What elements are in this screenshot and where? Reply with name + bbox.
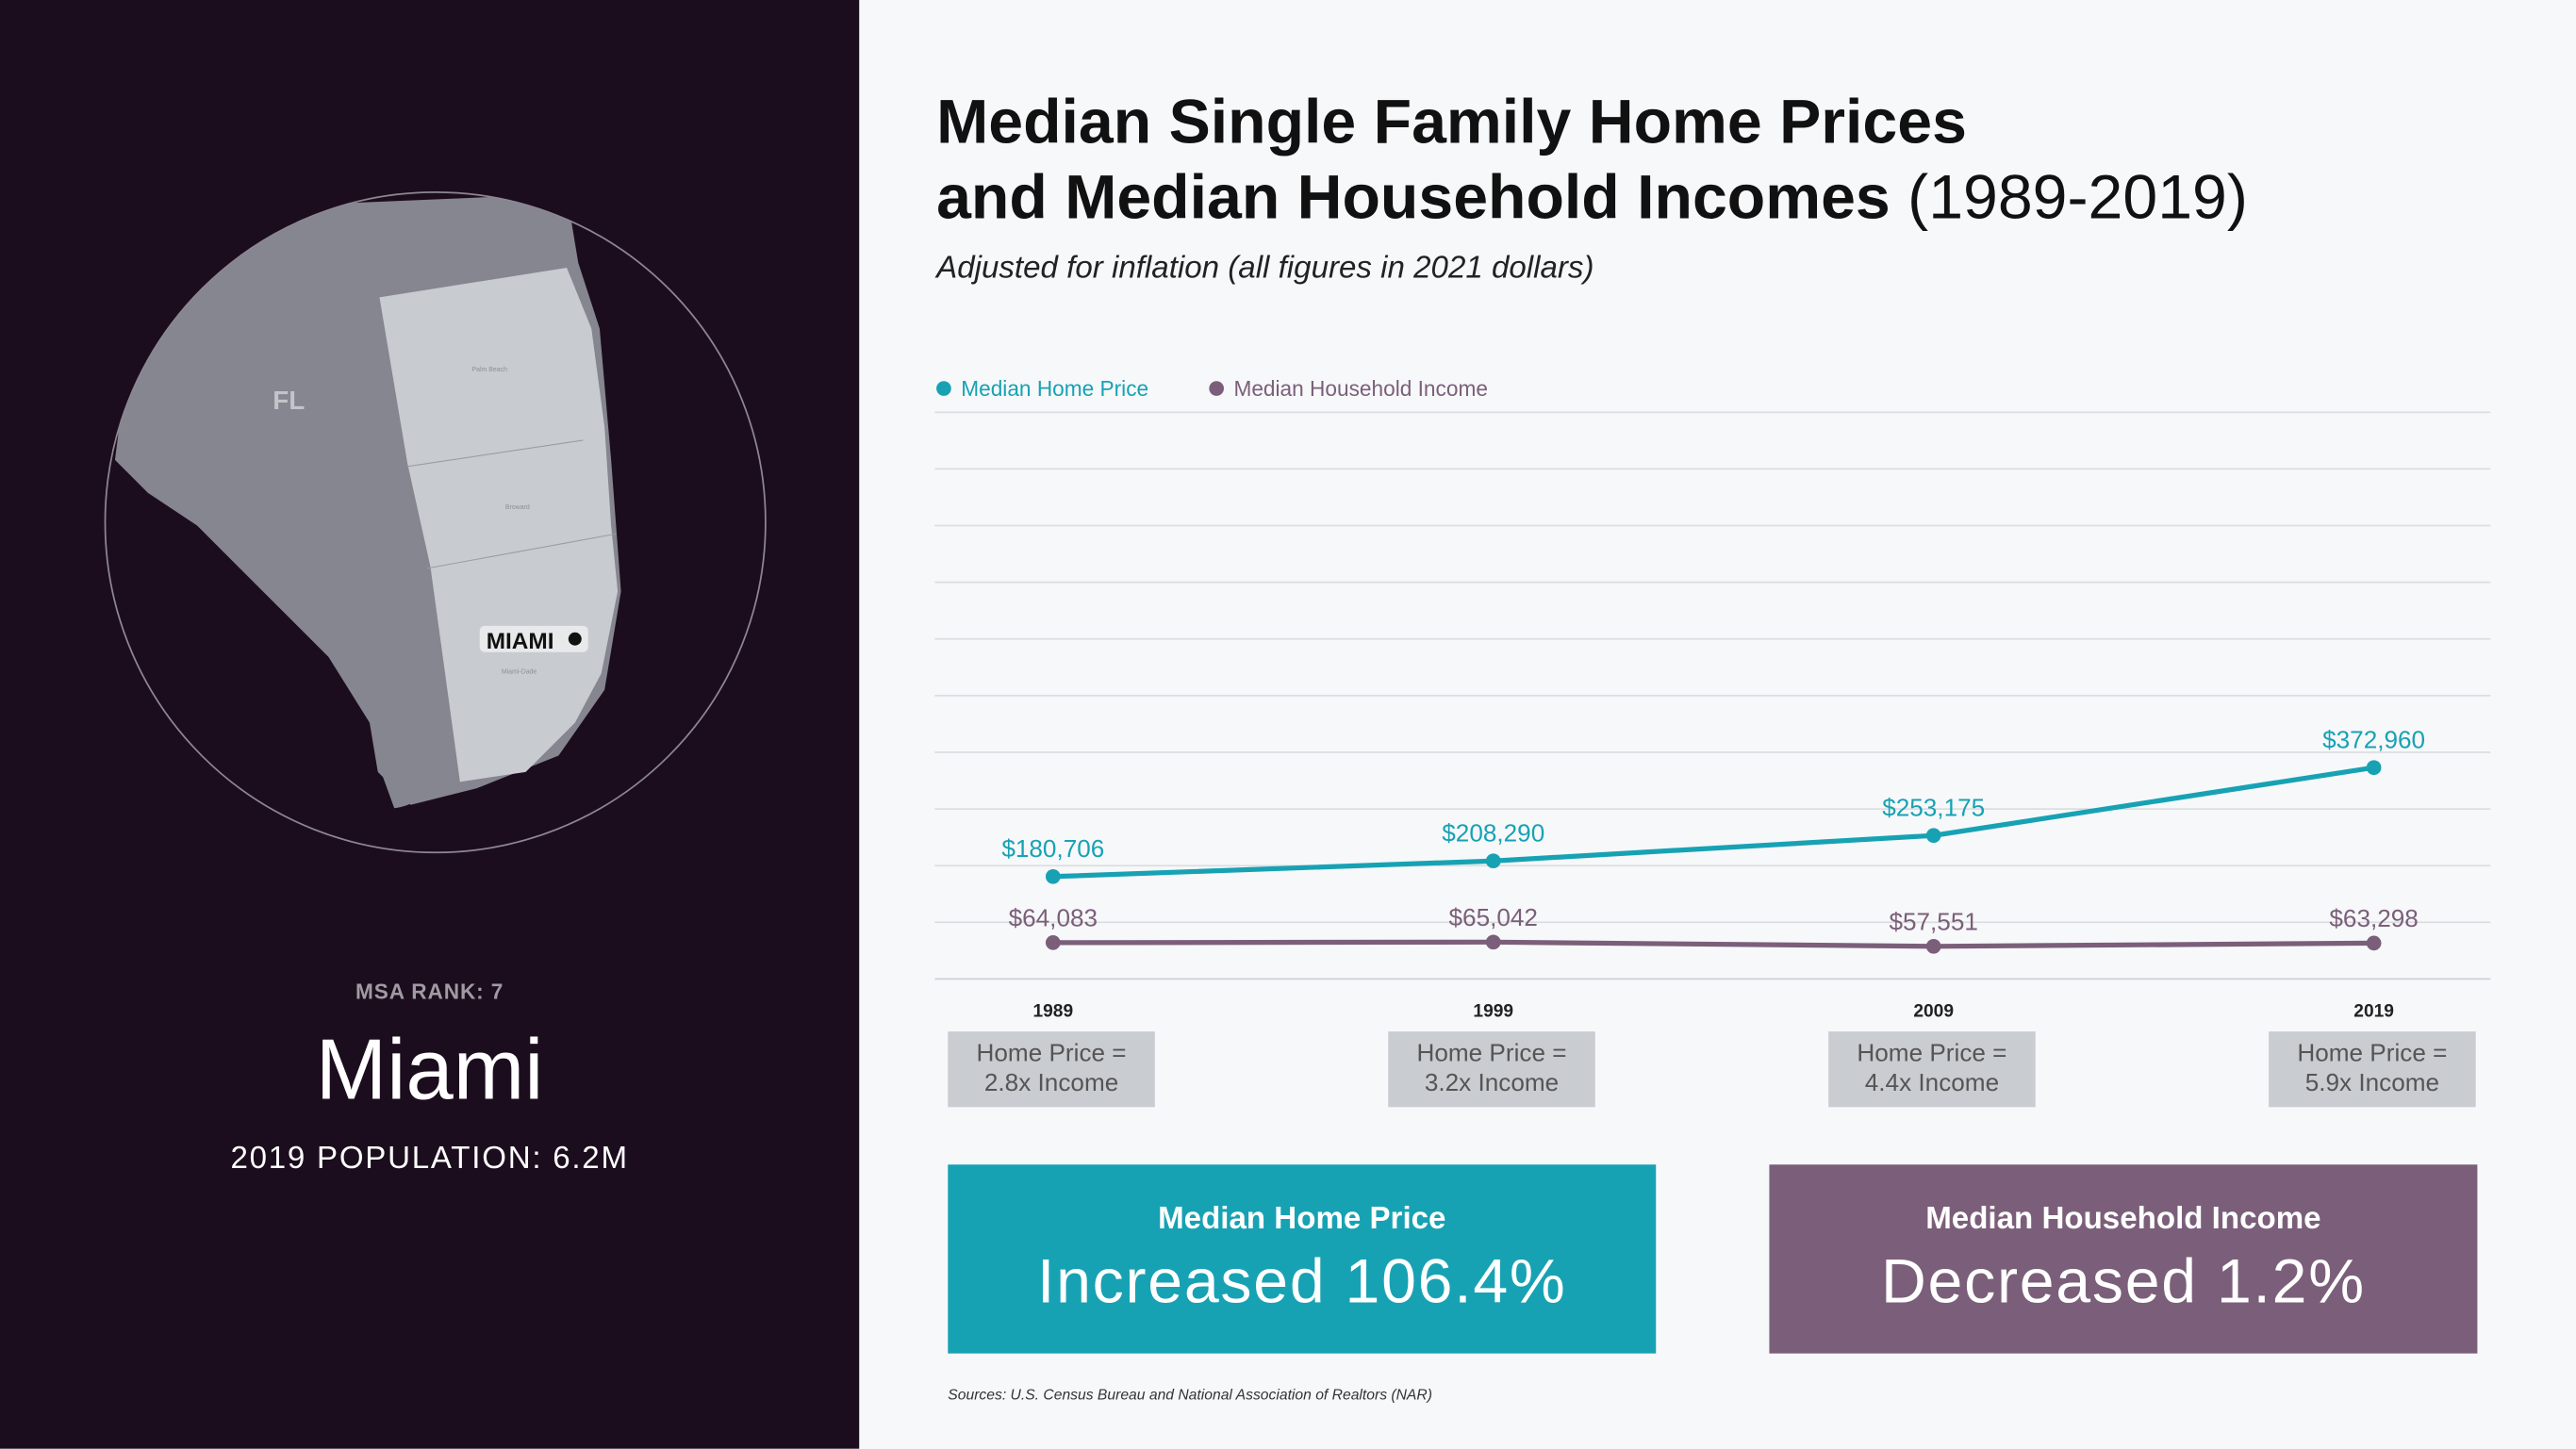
legend-dot-icon: [936, 381, 951, 396]
legend-income: Median Household Income: [1209, 376, 1488, 401]
msa-rank: MSA RANK: 7: [355, 979, 504, 1004]
city-name: Miami: [315, 1023, 544, 1119]
summary-heading: Median Household Income: [1925, 1202, 2321, 1237]
ratio-box: Home Price = 5.9x Income: [2269, 1031, 2476, 1108]
legend-dot-icon: [1209, 381, 1225, 396]
line-chart: $180,706 $208,290 $253,175 $372,960 $64,083 $…: [934, 411, 2491, 980]
data-label: $253,175: [1882, 793, 1985, 821]
series-line: [1052, 765, 2375, 880]
data-point: [1485, 934, 1501, 950]
data-point: [1045, 935, 1061, 950]
summary-value: Increased 106.4%: [1036, 1248, 1567, 1318]
title-line-2: and Median Household Incomes: [936, 164, 1891, 234]
county-label: Broward: [505, 504, 530, 511]
city-marker-icon: [568, 632, 582, 646]
title-line-1: Median Single Family Home Prices: [936, 89, 1967, 158]
data-point: [2366, 760, 2382, 776]
data-point: [1925, 828, 1941, 844]
data-label: $64,083: [1009, 903, 1098, 931]
ratio-line-1: Home Price =: [2297, 1039, 2448, 1068]
population: 2019 POPULATION: 6.2M: [230, 1141, 629, 1177]
ratio-line-2: 3.2x Income: [1424, 1069, 1560, 1097]
summary-value: Decreased 1.2%: [1880, 1248, 2366, 1318]
x-tick-label: 2019: [2353, 1001, 2394, 1022]
ratio-box: Home Price = 2.8x Income: [948, 1031, 1155, 1108]
x-tick-label: 2009: [1913, 1001, 1955, 1022]
sources: Sources: U.S. Census Bureau and National…: [948, 1386, 1432, 1403]
ratio-line-1: Home Price =: [1857, 1039, 2007, 1068]
summary-heading: Median Home Price: [1158, 1202, 1446, 1237]
ratio-line-1: Home Price =: [1416, 1039, 1567, 1068]
series-line: [1052, 939, 2374, 949]
data-point: [2366, 935, 2382, 951]
ratio-box: Home Price = 4.4x Income: [1828, 1031, 2036, 1108]
data-label: $372,960: [2322, 725, 2425, 753]
city-map-label: MIAMI: [487, 629, 554, 654]
legend-label: Median Home Price: [961, 375, 1149, 402]
home-price-summary: Median Home Price Increased 106.4%: [948, 1164, 1657, 1354]
legend-label: Median Household Income: [1233, 375, 1488, 402]
title-years: (1989-2019): [1907, 164, 2248, 234]
page-title: Median Single Family Home Prices and Med…: [936, 86, 2248, 237]
ratio-line-2: 5.9x Income: [2304, 1069, 2440, 1097]
data-label: $65,042: [1449, 903, 1538, 931]
state-label: FL: [272, 386, 305, 415]
data-point: [1925, 938, 1941, 954]
county-label: Palm Beach: [471, 367, 507, 373]
x-tick-label: 1999: [1473, 1001, 1514, 1022]
florida-map: FL Palm Beach Broward Miami-Dade MIAMI: [104, 190, 767, 854]
county-label: Miami-Dade: [502, 668, 537, 675]
legend-home-price: Median Home Price: [936, 376, 1148, 401]
subtitle: Adjusted for inflation (all figures in 2…: [936, 251, 1594, 287]
data-label: $208,290: [1442, 818, 1544, 847]
ratio-box: Home Price = 3.2x Income: [1388, 1031, 1595, 1108]
data-point: [1485, 853, 1501, 869]
data-point: [1045, 868, 1061, 884]
data-label: $63,298: [2329, 904, 2418, 932]
county-region: [379, 267, 619, 782]
income-summary: Median Household Income Decreased 1.2%: [1769, 1164, 2478, 1354]
x-tick-label: 1989: [1032, 1001, 1074, 1022]
data-label: $57,551: [1889, 907, 1977, 935]
ratio-line-1: Home Price =: [976, 1039, 1127, 1068]
ratio-line-2: 4.4x Income: [1864, 1069, 2000, 1097]
ratio-line-2: 2.8x Income: [983, 1069, 1119, 1097]
left-panel: FL Palm Beach Broward Miami-Dade MIAMI M…: [0, 0, 860, 1449]
data-label: $180,706: [1001, 834, 1104, 863]
